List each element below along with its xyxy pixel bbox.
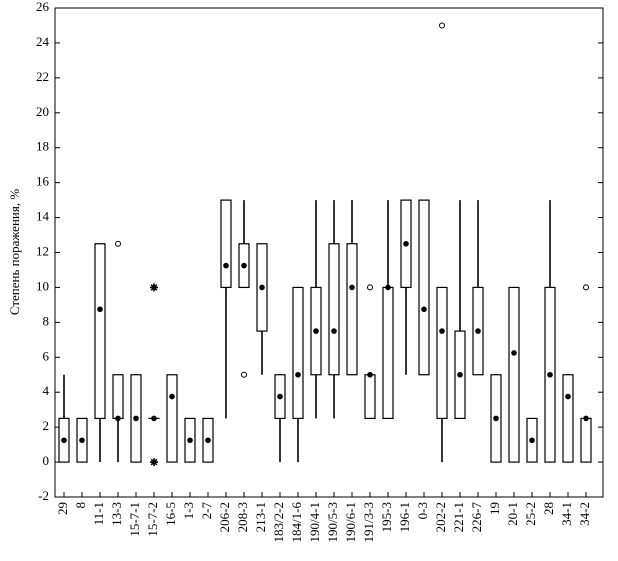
extreme <box>150 283 158 291</box>
box <box>563 375 573 462</box>
median-dot <box>439 328 445 334</box>
y-tick-label: 4 <box>43 383 50 398</box>
x-tick-label: 195-3 <box>379 502 394 532</box>
y-axis-label: Степень поражения, % <box>7 189 22 316</box>
x-tick-label: 202-2 <box>433 502 448 532</box>
box <box>347 244 357 375</box>
x-tick-label: 213-1 <box>253 502 268 532</box>
x-tick-label: 190/5-3 <box>325 502 340 542</box>
y-tick-label: 18 <box>36 139 49 154</box>
box <box>419 200 429 375</box>
median-dot <box>115 416 121 422</box>
box <box>293 287 303 418</box>
outlier <box>116 241 121 246</box>
y-tick-label: 10 <box>36 278 49 293</box>
median-dot <box>529 437 535 443</box>
box <box>581 418 591 462</box>
median-dot <box>349 285 355 291</box>
y-tick-label: 20 <box>36 104 49 119</box>
box <box>95 244 105 419</box>
median-dot <box>97 306 103 312</box>
box <box>113 375 123 419</box>
median-dot <box>61 437 67 443</box>
x-tick-label: 20-1 <box>505 502 520 526</box>
median-dot <box>133 416 139 422</box>
x-tick-label: 2-7 <box>199 502 214 520</box>
x-tick-label: 183/2-2 <box>271 502 286 542</box>
y-tick-label: -2 <box>38 488 49 503</box>
median-dot <box>457 372 463 378</box>
x-tick-label: 19 <box>487 502 502 515</box>
x-tick-label: 11-1 <box>91 502 106 525</box>
median-dot <box>331 328 337 334</box>
median-dot <box>295 372 301 378</box>
x-tick-label: 0-3 <box>415 502 430 519</box>
x-tick-label: 191/3-3 <box>361 502 376 542</box>
outlier <box>368 285 373 290</box>
box <box>329 244 339 375</box>
box <box>167 375 177 462</box>
box <box>221 200 231 287</box>
median-dot <box>151 416 157 422</box>
box <box>509 287 519 462</box>
x-tick-label: 1-3 <box>181 502 196 519</box>
y-tick-label: 2 <box>43 418 50 433</box>
x-tick-label: 190/6-1 <box>343 502 358 542</box>
box <box>437 287 447 418</box>
y-tick-label: 8 <box>43 313 50 328</box>
y-tick-label: 24 <box>36 34 50 49</box>
y-tick-label: 14 <box>36 209 50 224</box>
x-tick-label: 196-1 <box>397 502 412 532</box>
x-tick-label: 29 <box>55 502 70 515</box>
median-dot <box>259 285 265 291</box>
median-dot <box>403 241 409 247</box>
outlier <box>440 23 445 28</box>
x-tick-label: 206-2 <box>217 502 232 532</box>
median-dot <box>511 350 517 356</box>
x-tick-label: 8 <box>73 502 88 509</box>
x-tick-label: 34-2 <box>577 502 592 526</box>
median-dot <box>223 263 229 269</box>
median-dot <box>475 328 481 334</box>
x-tick-label: 13-3 <box>109 502 124 526</box>
x-tick-label: 25-2 <box>523 502 538 526</box>
x-tick-label: 15-7-1 <box>127 502 142 537</box>
median-dot <box>277 394 283 400</box>
x-tick-label: 184/1-6 <box>289 502 304 543</box>
box <box>365 375 375 419</box>
x-tick-label: 16-5 <box>163 502 178 526</box>
median-dot <box>385 285 391 291</box>
median-dot <box>583 416 589 422</box>
median-dot <box>241 263 247 269</box>
median-dot <box>367 372 373 378</box>
x-tick-label: 221-1 <box>451 502 466 532</box>
y-tick-label: 12 <box>36 243 49 258</box>
x-tick-label: 34-1 <box>559 502 574 526</box>
extreme <box>150 458 158 466</box>
median-dot <box>493 416 499 422</box>
outlier <box>584 285 589 290</box>
y-tick-label: 6 <box>43 348 50 363</box>
median-dot <box>547 372 553 378</box>
median-dot <box>79 437 85 443</box>
box <box>383 287 393 418</box>
median-dot <box>187 437 193 443</box>
median-dot <box>421 306 427 312</box>
y-tick-label: 22 <box>36 69 49 84</box>
x-tick-label: 190/4-1 <box>307 502 322 542</box>
median-dot <box>205 437 211 443</box>
x-tick-label: 208-3 <box>235 502 250 532</box>
y-tick-label: 16 <box>36 174 50 189</box>
x-tick-label: 15-7-2 <box>145 502 160 537</box>
median-dot <box>565 394 571 400</box>
outlier <box>242 372 247 377</box>
x-tick-label: 28 <box>541 502 556 515</box>
x-tick-label: 226-7 <box>469 502 484 533</box>
median-dot <box>169 394 175 400</box>
y-tick-label: 26 <box>36 0 50 14</box>
median-dot <box>313 328 319 334</box>
y-tick-label: 0 <box>43 453 50 468</box>
